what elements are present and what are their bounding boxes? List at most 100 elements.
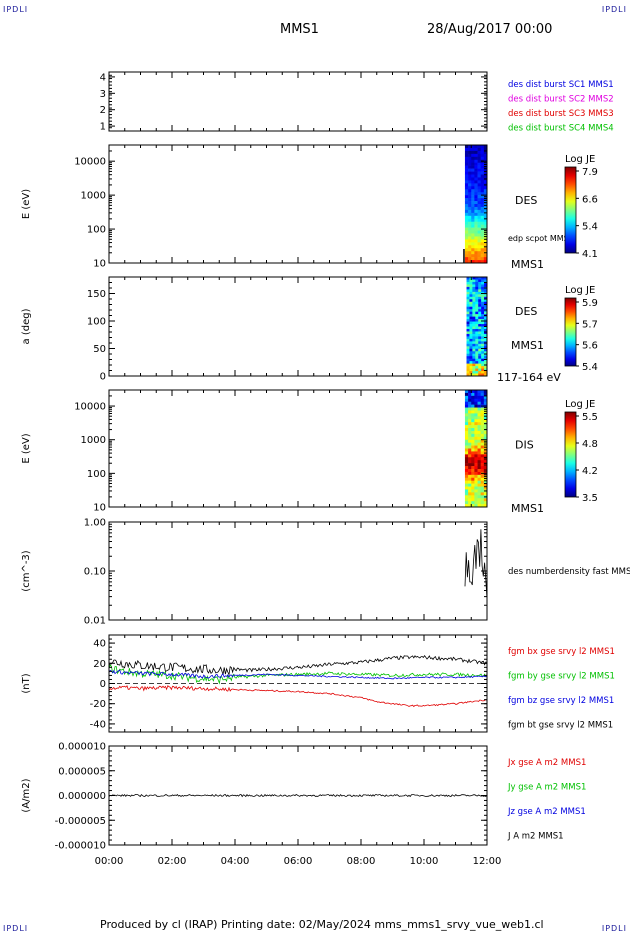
colorbar-tick-label: 5.4: [582, 362, 598, 373]
colorbar-tick-label: 7.9: [582, 167, 598, 178]
y-tick-label: 10: [93, 259, 106, 270]
colorbar-title: Log JE: [565, 399, 595, 410]
colorbar-tick-label: 5.7: [582, 319, 598, 330]
legend-label: J A m2 MMS1: [507, 832, 564, 842]
y-tick-label: 1.00: [84, 518, 106, 529]
y-tick-label: 100: [87, 225, 106, 236]
instrument-label: DES: [515, 305, 537, 318]
colorbar: [564, 297, 577, 367]
colorbar-tick-label: 5.9: [582, 298, 598, 309]
panel-dis-energy: 10 100 1000 10000 E (eV) DIS MMS1 Log JE 5.5 4.8 4…: [21, 389, 598, 515]
y-tick-label: 0.01: [84, 616, 106, 627]
x-tick-label: 08:00: [347, 856, 376, 867]
colorbar-tick-label: 4.1: [582, 249, 598, 260]
y-tick-label: -20: [90, 699, 106, 710]
y-tick-label: 10000: [74, 402, 106, 413]
corner-mark-top-right: IPDLI: [601, 5, 627, 14]
colorbar-title: Log JE: [565, 285, 595, 296]
y-axis-label: E (eV): [21, 433, 32, 463]
heatmap-dis-energy: [464, 390, 488, 508]
panel-frame: [108, 276, 488, 377]
y-tick-label: 1000: [81, 191, 106, 202]
y-tick-label: 20: [93, 659, 106, 670]
y-tick-label: 0.000005: [58, 766, 106, 777]
y-axis-label: (cm^-3): [21, 550, 32, 591]
y-tick-label: -40: [90, 719, 106, 730]
instrument-label: DES: [515, 194, 537, 207]
y-tick-label: 100: [87, 317, 106, 328]
legend-label: des dist burst SC1 MMS1: [508, 80, 614, 90]
legend-label: Jy gse A m2 MMS1: [507, 783, 586, 793]
y-tick-label: 100: [87, 469, 106, 480]
panel-des-energy: 10 100 1000 10000 E (eV) DES edp scpot MMS1 MMS…: [21, 144, 598, 271]
instrument-label: DIS: [515, 439, 534, 452]
legend-label: des numberdensity fast MMS1: [508, 567, 630, 577]
panel-burst: 1 2 3 4 des dist burst SC1 MMS1 des dist burs…: [100, 71, 614, 134]
y-tick-label: 1: [100, 122, 106, 133]
legend-label: des dist burst SC4 MMS4: [508, 124, 614, 134]
y-tick-label: 1000: [81, 435, 106, 446]
bottom-label: MMS1: [511, 258, 544, 271]
panel-frame: [108, 71, 488, 132]
y-tick-label: 3: [100, 89, 106, 100]
corner-mark-bottom-right: IPDLI: [601, 924, 627, 933]
legend-label: Jz gse A m2 MMS1: [507, 807, 586, 817]
series-line-0: [108, 655, 488, 676]
y-tick-label: 50: [93, 344, 106, 355]
panel-frame: [108, 521, 488, 621]
y-tick-label: 0: [100, 679, 106, 690]
y-tick-label: -0.000010: [55, 841, 106, 852]
x-tick-label: 04:00: [221, 856, 250, 867]
bottom-label: 117-164 eV: [497, 371, 561, 384]
y-tick-label: 4: [100, 72, 106, 83]
corner-mark-bottom-left: IPDLI: [3, 924, 29, 933]
y-tick-label: 0.000010: [58, 742, 106, 753]
series-line-2: [108, 669, 488, 680]
y-axis-label: (nT): [21, 673, 32, 693]
y-tick-label: 150: [87, 289, 106, 300]
y-axis-label: E (eV): [21, 189, 32, 219]
panel-des-pitch: 0 50 100 150 a (deg) DES MMS1 117-164 eV Log JE 5…: [21, 276, 598, 384]
y-axis-label: a (deg): [21, 308, 32, 344]
x-tick-label: 02:00: [158, 856, 187, 867]
y-tick-label: 0.000000: [58, 791, 106, 802]
series-line-1: [108, 664, 488, 685]
colorbar-tick-label: 5.6: [582, 341, 598, 352]
legend-label: Jx gse A m2 MMS1: [507, 758, 586, 768]
x-tick-label: 06:00: [284, 856, 313, 867]
legend-label: des dist burst SC2 MMS2: [508, 95, 614, 105]
date-title: 28/Aug/2017 00:00: [427, 22, 553, 37]
colorbar: [564, 166, 577, 254]
x-tick-label: 00:00: [95, 856, 124, 867]
colorbar-tick-label: 6.6: [582, 194, 598, 205]
instrument-sublabel: edp scpot MMS1: [508, 234, 574, 243]
spacecraft-title: MMS1: [280, 22, 319, 37]
x-tick-label: 10:00: [410, 856, 439, 867]
colorbar-title: Log JE: [565, 154, 595, 165]
legend-label: fgm bx gse srvy l2 MMS1: [508, 647, 615, 657]
y-tick-label: -0.000005: [55, 816, 106, 827]
colorbar-tick-label: 3.5: [582, 493, 598, 504]
series-line-0: [108, 793, 488, 798]
y-tick-label: 2: [100, 105, 106, 116]
y-tick-label: 40: [93, 639, 106, 650]
y-tick-label: 10000: [74, 157, 106, 168]
colorbar: [564, 411, 577, 498]
legend-label: fgm by gse srvy l2 MMS1: [508, 672, 615, 682]
heatmap-des-energy: [464, 145, 488, 264]
panel-density: 0.01 0.10 1.00 (cm^-3) des numberdensity fas…: [21, 518, 630, 627]
bottom-label: MMS1: [511, 502, 544, 515]
series-line-3: [108, 685, 488, 708]
colorbar-tick-label: 4.8: [582, 439, 598, 450]
panel-frame: [108, 144, 488, 264]
legend-label: fgm bz gse srvy l2 MMS1: [508, 696, 614, 706]
legend-label: fgm bt gse srvy l2 MMS1: [508, 721, 613, 731]
heatmap-des-pitch: [466, 277, 488, 377]
production-footer: Produced by cl (IRAP) Printing date: 02/…: [100, 918, 544, 931]
y-tick-label: 0: [100, 372, 106, 383]
corner-mark-top-left: IPDLI: [3, 5, 29, 14]
panel-fgm: -40 -20 0 20 40 (nT) fgm bx gse srvy l2 MMS1 fg…: [21, 634, 615, 733]
series-line-0: [464, 529, 488, 600]
